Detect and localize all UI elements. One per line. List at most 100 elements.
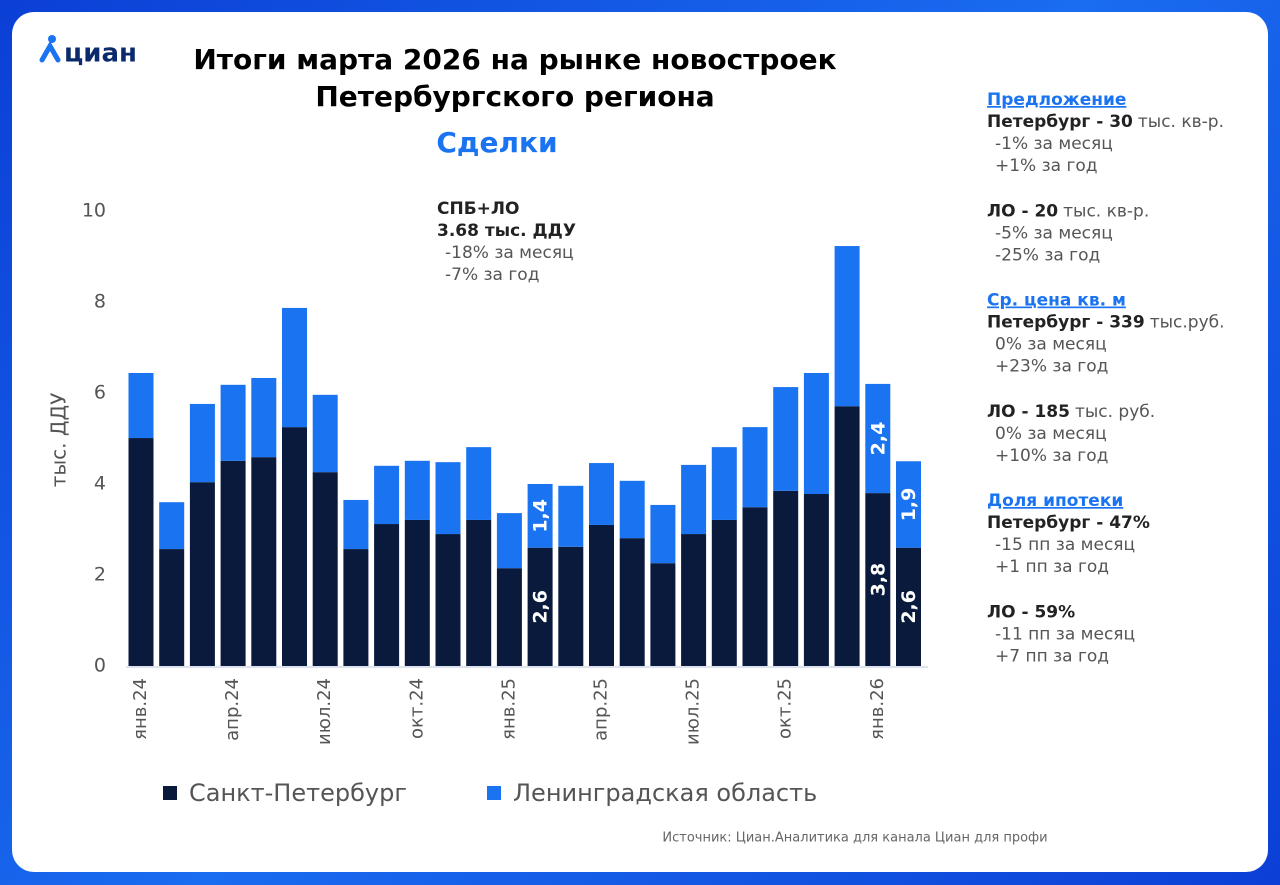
sidebar-line: -15 пп за месяц: [995, 535, 1135, 555]
sidebar-line: +1 пп за год: [995, 557, 1109, 577]
sidebar-entry: ЛО - 59%: [987, 603, 1075, 623]
sidebar-entry: ЛО - 185 тыс. руб.: [987, 402, 1155, 422]
bar-segment: [251, 457, 277, 666]
bar-segment: [189, 482, 215, 666]
logo-icon: [39, 40, 61, 63]
sidebar-line: 0% за месяц: [995, 424, 1107, 444]
bar-segment: [681, 464, 707, 535]
bar-segment: [742, 507, 768, 666]
sidebar-heading: Ср. цена кв. м: [987, 291, 1126, 311]
bar-segment: [159, 549, 185, 666]
sidebar-line: -1% за месяц: [995, 134, 1113, 154]
annotation: СПБ+ЛО: [437, 199, 519, 219]
value-label: 2,6: [898, 590, 920, 624]
y-tick-label: 10: [82, 200, 106, 222]
bar-segment: [128, 438, 154, 666]
entry-bold: ЛО - 20: [987, 202, 1058, 222]
bar-segment: [589, 524, 614, 666]
bar-segment: [343, 499, 369, 550]
sidebar-line: -5% за месяц: [995, 224, 1113, 244]
subtitle: Сделки: [436, 126, 557, 159]
bar-segment: [558, 485, 584, 547]
bar-segment: [404, 460, 430, 520]
bar-segment: [220, 384, 246, 461]
bar-segment: [589, 463, 614, 525]
bar-segment: [558, 546, 584, 666]
entry-unit: тыс. кв-р.: [1063, 202, 1149, 222]
value-label: 3,8: [867, 563, 889, 597]
bar-segment: [711, 447, 737, 520]
entry-unit: тыс.руб.: [1150, 313, 1225, 333]
bar-segment: [803, 494, 829, 666]
sidebar-line: +10% за год: [995, 446, 1108, 466]
sidebar-heading: Доля ипотеки: [987, 491, 1123, 511]
y-tick-label: 2: [94, 564, 106, 586]
bar-segment: [650, 504, 676, 564]
entry-bold: Петербург - 339: [987, 313, 1145, 333]
logo-text: циан: [64, 39, 137, 69]
annotation: -18% за месяц: [445, 243, 574, 263]
bar-segment: [773, 387, 799, 491]
entry-bold: ЛО - 185: [987, 402, 1070, 422]
annotation: 3.68 тыс. ДДУ: [437, 221, 576, 241]
y-tick-label: 8: [94, 291, 106, 313]
bar-segment: [650, 563, 676, 666]
bar-segment: [404, 519, 430, 666]
entry-unit: тыс. кв-р.: [1138, 112, 1224, 132]
x-tick-label: окт.25: [775, 678, 796, 739]
x-tick-label: янв.25: [498, 678, 519, 740]
sidebar-entry: ЛО - 20 тыс. кв-р.: [987, 202, 1149, 222]
bar-segment: [374, 524, 400, 666]
bar-segment: [865, 493, 891, 666]
y-axis-label: тыс. ДДУ: [47, 393, 71, 488]
bar-segment: [527, 547, 553, 666]
sidebar-line: +1% за год: [995, 156, 1098, 176]
sidebar-line: 0% за месяц: [995, 335, 1107, 355]
bar-segment: [466, 519, 492, 666]
sidebar-heading: Предложение: [987, 90, 1126, 110]
annotation: -7% за год: [445, 265, 539, 285]
x-tick-label: окт.24: [406, 678, 427, 739]
sidebar-line: +7 пп за год: [995, 647, 1109, 667]
legend-label: Санкт-Петербург: [189, 779, 407, 807]
bar-segment: [527, 484, 553, 548]
bar-segment: [711, 519, 737, 666]
x-tick-label: июл.24: [314, 678, 335, 745]
x-tick-label: янв.26: [867, 678, 888, 740]
x-tick-label: янв.24: [130, 678, 151, 740]
bar-segment: [896, 547, 921, 666]
source: Источник: Циан.Аналитика для канала Циан…: [662, 831, 1047, 846]
x-tick-label: апр.25: [591, 678, 612, 741]
bar-segment: [496, 568, 522, 666]
sidebar-entry: Петербург - 47%: [987, 513, 1150, 533]
x-tick-label: июл.25: [683, 678, 704, 745]
entry-bold: ЛО - 59%: [987, 603, 1075, 623]
bar-segment: [374, 465, 400, 525]
bar-segment: [466, 447, 492, 520]
bar-segment: [896, 461, 921, 548]
value-label: 1,9: [898, 488, 920, 522]
bar-segment: [773, 490, 799, 666]
bar-segment: [251, 377, 277, 458]
title-line: Петербургского региона: [315, 80, 714, 113]
bar-segment: [834, 406, 860, 666]
sidebar-entry: Петербург - 339 тыс.руб.: [987, 313, 1225, 333]
logo: циан: [39, 35, 137, 69]
bar-segment: [435, 534, 461, 666]
bar-segment: [282, 427, 307, 666]
value-label: 2,6: [530, 590, 552, 624]
bar-segment: [189, 403, 215, 483]
legend-swatch: [163, 786, 177, 800]
bar-segment: [312, 394, 338, 473]
y-tick-label: 0: [94, 655, 106, 677]
legend-swatch: [487, 786, 501, 800]
entry-bold: Петербург - 30: [987, 112, 1133, 132]
bar-segment: [435, 462, 461, 535]
entry-bold: Петербург - 47%: [987, 513, 1150, 533]
value-label: 2,4: [867, 422, 889, 456]
bar-segment: [681, 534, 707, 666]
y-tick-label: 4: [94, 473, 106, 495]
bar-segment: [496, 513, 522, 569]
sidebar-line: -25% за год: [995, 246, 1100, 266]
